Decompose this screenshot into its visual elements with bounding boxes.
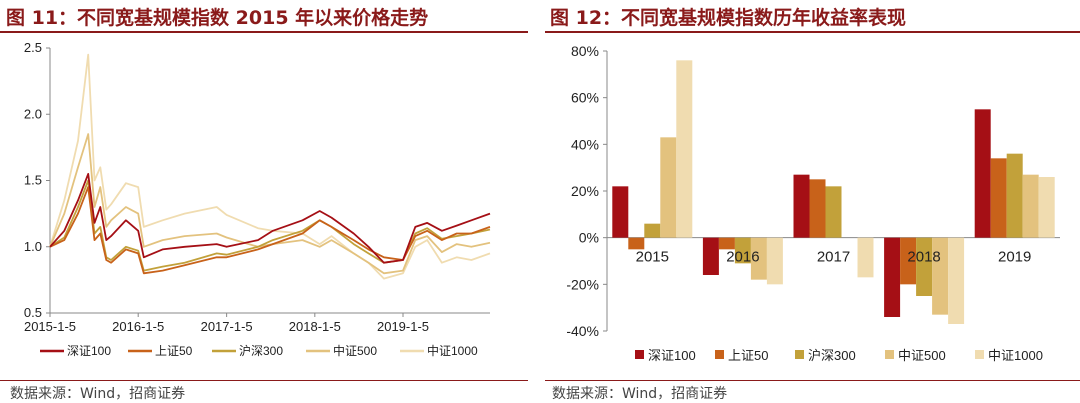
bar <box>990 158 1007 238</box>
bar <box>676 60 693 238</box>
y-tick-label: 1.0 <box>24 239 42 254</box>
x-tick-label: 2015-1-5 <box>24 319 76 334</box>
category-label: 2016 <box>726 249 759 266</box>
bar <box>857 237 874 278</box>
left-figure-title: 图 11：不同宽基规模指数 2015 年以来价格走势 <box>6 7 429 29</box>
x-tick-label: 2016-1-5 <box>112 319 164 334</box>
left-source-rule <box>0 380 528 381</box>
line-chart: 0.5 1.0 1.5 2.0 2.5 2015-1-5 2016-1-5 2017-1-5 2… <box>24 40 491 358</box>
legend-label: 上证50 <box>728 348 768 363</box>
y-tick-label: -40% <box>566 323 599 339</box>
y-tick-label: 2.5 <box>24 40 42 55</box>
legend-label: 中证500 <box>333 343 377 358</box>
series-line <box>49 53 491 280</box>
bar <box>793 174 810 238</box>
series-line <box>49 179 491 272</box>
right-figure-title: 图 12：不同宽基规模指数历年收益率表现 <box>550 7 907 29</box>
x-tick-label: 2019-1-5 <box>377 319 429 334</box>
bar <box>1038 177 1055 238</box>
y-tick-label: 2.0 <box>24 106 42 121</box>
category-label: 2018 <box>907 249 940 266</box>
x-tick-label: 2017-1-5 <box>201 319 253 334</box>
bar <box>644 223 661 238</box>
series-line <box>49 186 491 275</box>
y-tick-label: 60% <box>571 90 599 106</box>
y-tick-label: 0% <box>579 230 599 246</box>
legend-label: 上证50 <box>155 344 193 358</box>
right-source-note: 数据来源：Wind，招商证券 <box>552 386 728 402</box>
legend-swatch <box>635 350 644 359</box>
y-tick-label: 20% <box>571 183 599 199</box>
legend-swatch <box>795 350 804 359</box>
bar <box>932 237 949 315</box>
legend-label: 中证1000 <box>988 348 1043 363</box>
x-tick-label: 2018-1-5 <box>289 319 341 334</box>
legend-label: 沪深300 <box>808 348 856 363</box>
bar <box>718 237 735 250</box>
right-source-rule <box>545 380 1080 381</box>
bar <box>660 137 677 238</box>
bar <box>1006 153 1023 238</box>
bar <box>948 237 965 324</box>
bar <box>916 237 933 296</box>
bar <box>974 109 991 238</box>
legend-swatch <box>885 350 894 359</box>
left-source-note: 数据来源：Wind，招商证券 <box>10 386 186 402</box>
bar <box>825 186 842 238</box>
category-label: 2017 <box>817 249 850 266</box>
series-line <box>49 133 491 275</box>
left-title-rule <box>0 31 528 33</box>
bar-chart: -40% -20% 0% 20% 40% 60% 80% 2015 2016 2017 2018 20… <box>566 43 1060 363</box>
bar <box>734 237 751 264</box>
legend-label: 深证100 <box>648 348 696 363</box>
y-tick-label: 0.5 <box>24 305 42 320</box>
y-tick-label: -20% <box>566 276 599 292</box>
bar <box>1022 174 1039 238</box>
legend-swatch <box>715 350 724 359</box>
right-title-rule <box>545 31 1080 33</box>
bar <box>612 186 629 238</box>
bar <box>702 237 719 275</box>
y-tick-label: 1.5 <box>24 173 42 188</box>
legend-label: 中证1000 <box>427 343 478 358</box>
bar <box>809 179 826 238</box>
category-label: 2019 <box>998 249 1031 266</box>
bar <box>750 237 767 280</box>
legend-label: 沪深300 <box>239 344 283 358</box>
series-line <box>49 172 491 264</box>
bar <box>900 237 917 285</box>
y-tick-label: 40% <box>571 136 599 152</box>
bar <box>884 237 901 317</box>
legend-label: 深证100 <box>67 344 111 358</box>
legend-swatch <box>975 350 984 359</box>
y-tick-label: 80% <box>571 43 599 59</box>
bar <box>766 237 783 285</box>
legend-label: 中证500 <box>898 348 946 363</box>
category-label: 2015 <box>636 249 669 266</box>
bar <box>628 237 645 250</box>
